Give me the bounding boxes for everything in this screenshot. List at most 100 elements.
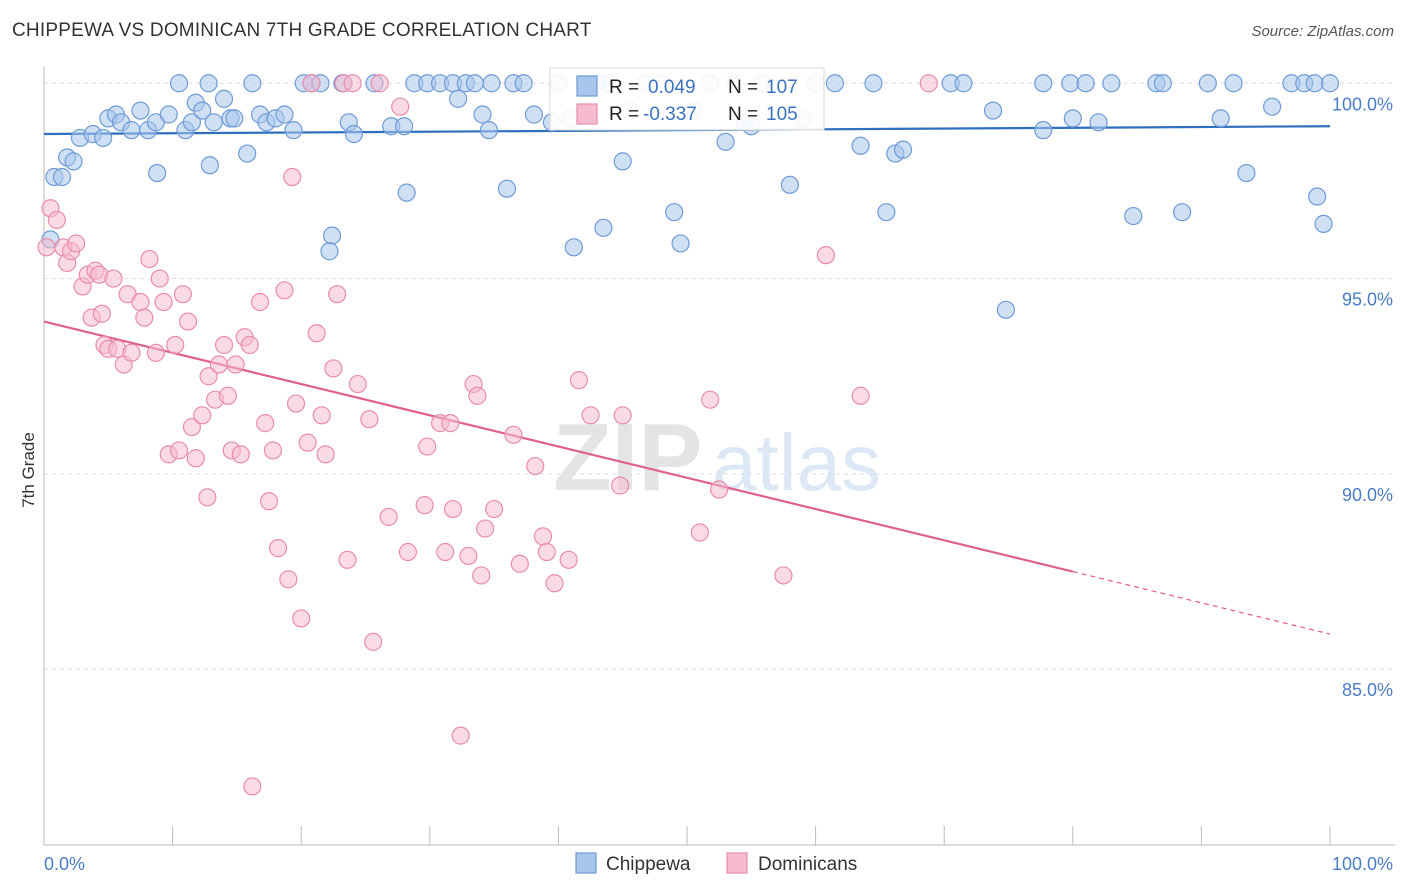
chippewa-point — [1314, 214, 1333, 233]
chippewa-point — [64, 152, 83, 171]
dominican-point — [268, 539, 288, 558]
dominican-point — [701, 390, 720, 409]
chippewa-point — [1224, 74, 1243, 93]
chippewa-point — [193, 101, 212, 120]
chippewa-point — [182, 113, 201, 132]
dominican-point — [690, 523, 709, 542]
dominican-point — [851, 386, 870, 405]
dominican-point — [485, 499, 504, 519]
dominican-point — [47, 210, 66, 230]
stats-n-value: 107 — [766, 77, 798, 98]
dominican-point — [559, 550, 578, 569]
dominican-point — [475, 519, 495, 538]
dominican-point — [214, 335, 234, 355]
dominican-point — [441, 414, 460, 433]
chippewa-point — [238, 144, 257, 163]
dominican-point — [150, 269, 169, 288]
dominican-point — [67, 234, 86, 253]
dominican-point — [370, 74, 389, 93]
chippewa-point — [322, 226, 342, 245]
bottom-legend: Chippewa Dominicans — [575, 852, 857, 875]
dominican-point — [198, 488, 217, 507]
dominican-point — [504, 425, 523, 444]
chippewa-point — [716, 132, 735, 151]
dominican-point — [182, 417, 201, 437]
chippewa-point — [199, 74, 218, 93]
dominican-point — [316, 445, 335, 464]
dominican-point — [919, 74, 938, 93]
y-tick-label: 90.0% — [1342, 485, 1393, 505]
chippewa-point — [320, 242, 339, 261]
dominican-point — [243, 777, 262, 796]
chippewa-point — [204, 113, 223, 132]
dominican-point — [173, 285, 192, 304]
dominican-point — [283, 167, 302, 187]
chippewa-point — [825, 74, 844, 93]
dominican-point — [451, 726, 470, 745]
x-tick-label: 100.0% — [1332, 854, 1393, 874]
dominican-point — [415, 496, 434, 515]
legend-label-chippewa: Chippewa — [606, 854, 691, 875]
dominican-point — [459, 546, 478, 566]
dominican-point — [298, 433, 317, 452]
dominican-point — [231, 445, 250, 464]
dominican-point — [816, 246, 835, 265]
gridlines — [44, 82, 1395, 670]
chippewa-point — [497, 179, 517, 198]
dominican-point — [259, 492, 279, 511]
dominican-point — [92, 304, 111, 323]
axes — [43, 66, 1395, 846]
chippewa-point — [465, 74, 484, 93]
chippewa-point — [1076, 74, 1095, 93]
dominican-point — [510, 554, 529, 573]
dominican-point — [468, 386, 487, 405]
dominican-point — [292, 609, 311, 628]
chippewa-point — [514, 74, 533, 93]
dominican-point — [140, 249, 159, 269]
dominican-point — [364, 632, 383, 651]
dominican-point — [391, 97, 410, 116]
dominican-point — [104, 269, 123, 288]
dominican-point — [613, 406, 632, 425]
chippewa-point — [780, 175, 799, 194]
chippewa-point — [864, 74, 883, 93]
dominican-point — [581, 406, 600, 425]
chippewa-point — [1102, 74, 1121, 93]
dominican-point — [302, 74, 321, 93]
chippewa-point — [1061, 74, 1080, 93]
dominican-point — [569, 371, 589, 390]
legend-swatch-dominicans — [726, 852, 748, 874]
chippewa-point — [275, 105, 294, 124]
y-axis-label: 7th Grade — [19, 432, 38, 508]
chippewa-point — [524, 105, 544, 124]
chippewa-point — [52, 167, 72, 187]
chippewa-point — [1173, 203, 1192, 222]
dominican-point — [537, 542, 556, 562]
dominican-point — [186, 449, 205, 468]
dominican-point — [710, 480, 729, 499]
dominican-point — [209, 355, 228, 374]
stats-r-label: R = — [609, 77, 639, 98]
stats-legend-swatch-chippewa — [576, 75, 598, 97]
chippewa-point — [344, 124, 364, 144]
chippewa-point — [613, 152, 632, 171]
source-note: Source: ZipAtlas.com — [1251, 23, 1394, 40]
dominican-point — [324, 359, 343, 378]
chippewa-point — [1198, 74, 1217, 93]
trendlines — [43, 125, 1331, 635]
dominican-point — [343, 74, 362, 93]
chippewa-point — [983, 101, 1003, 120]
dominican-point — [166, 335, 185, 355]
dominican-point — [472, 566, 491, 585]
stats-r-value: -0.337 — [643, 104, 697, 125]
chippewa-point — [473, 105, 492, 124]
chippewa-point — [996, 300, 1016, 319]
stats-n-label: N = — [728, 104, 758, 125]
stats-r-label: R = — [609, 104, 639, 125]
chippewa-point — [1034, 121, 1053, 140]
chippewa-point — [148, 163, 167, 183]
watermark-atlas: atlas — [712, 418, 881, 507]
legend-swatch-chippewa — [575, 852, 597, 874]
chippewa-point — [448, 89, 468, 108]
chippewa-point — [564, 238, 583, 257]
